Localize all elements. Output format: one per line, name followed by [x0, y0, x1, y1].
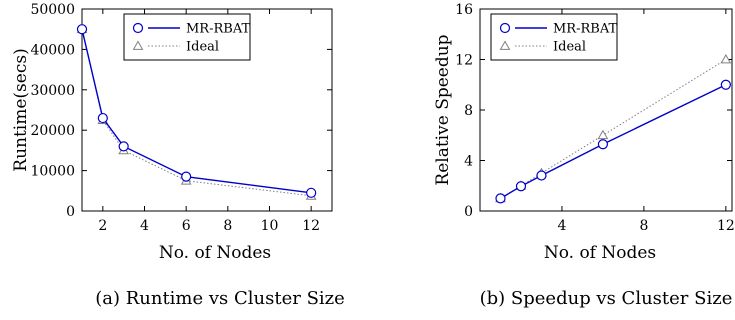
- data-point-mr-rbat: [76, 24, 88, 35]
- series-line-mr-rbat: [500, 84, 727, 200]
- y-tick-label: 50000: [30, 2, 75, 18]
- y-tick-label: 0: [464, 204, 473, 220]
- y-tick-label: 4: [464, 154, 473, 170]
- legend-label: MR-RBAT: [186, 22, 251, 37]
- data-point-mr-rbat: [306, 187, 317, 198]
- legend-box: [490, 13, 618, 61]
- data-point-ideal: [720, 53, 732, 64]
- chart-caption: (b) Speedup vs Cluster Size: [480, 288, 733, 309]
- x-tick-label: 8: [223, 218, 232, 234]
- y-tick-label: 20000: [30, 123, 75, 139]
- legend-marker: [132, 40, 144, 50]
- x-tick-label: 12: [302, 218, 320, 234]
- x-tick-label: 12: [717, 218, 735, 234]
- data-point-mr-rbat: [597, 139, 609, 150]
- legend-marker: [132, 22, 144, 34]
- y-tick-label: 30000: [30, 83, 75, 99]
- y-tick-label: 0: [66, 204, 75, 220]
- legend-marker: [499, 22, 511, 34]
- x-axis-title: No. of Nodes: [159, 243, 271, 263]
- y-tick-label: 8: [464, 103, 473, 119]
- legend-label: Ideal: [553, 40, 586, 55]
- chart-1: 4 8 12 0 4 8 12 16 No. of Nodes Relative Speedup (…: [433, 2, 735, 309]
- y-tick-label: 12: [455, 53, 473, 69]
- x-axis-title: No. of Nodes: [544, 243, 656, 263]
- data-point-mr-rbat: [536, 170, 547, 181]
- data-point-ideal: [597, 129, 609, 140]
- data-point-mr-rbat: [720, 79, 731, 90]
- data-point-mr-rbat: [97, 112, 108, 124]
- x-tick-label: 4: [557, 218, 566, 234]
- plot-frame: [81, 8, 333, 212]
- x-tick-label: 8: [639, 218, 648, 234]
- y-axis-title: Runtime(secs): [11, 48, 31, 171]
- x-tick-label: 4: [140, 218, 149, 234]
- data-point-mr-rbat: [515, 181, 527, 192]
- y-axis-title: Relative Speedup: [433, 34, 453, 185]
- chart-0: 2 4 6 8 10 12 0 10000 20000 30000 40000 50000 No. of…: [11, 2, 345, 309]
- chart-caption: (a) Runtime vs Cluster Size: [95, 288, 345, 309]
- series-line-ideal: [500, 59, 727, 199]
- x-tick-label: 10: [261, 218, 279, 234]
- y-tick-label: 16: [455, 2, 473, 18]
- legend-label: Ideal: [186, 40, 219, 55]
- legend-box: [123, 13, 251, 61]
- x-tick-label: 2: [98, 218, 107, 234]
- y-tick-label: 40000: [30, 42, 75, 58]
- data-point-mr-rbat: [495, 193, 506, 204]
- data-point-mr-rbat: [181, 171, 192, 182]
- legend-marker: [499, 40, 511, 50]
- legend-label: MR-RBAT: [553, 22, 618, 37]
- x-tick-label: 6: [182, 218, 191, 234]
- data-point-mr-rbat: [118, 141, 129, 152]
- y-tick-label: 10000: [30, 164, 75, 180]
